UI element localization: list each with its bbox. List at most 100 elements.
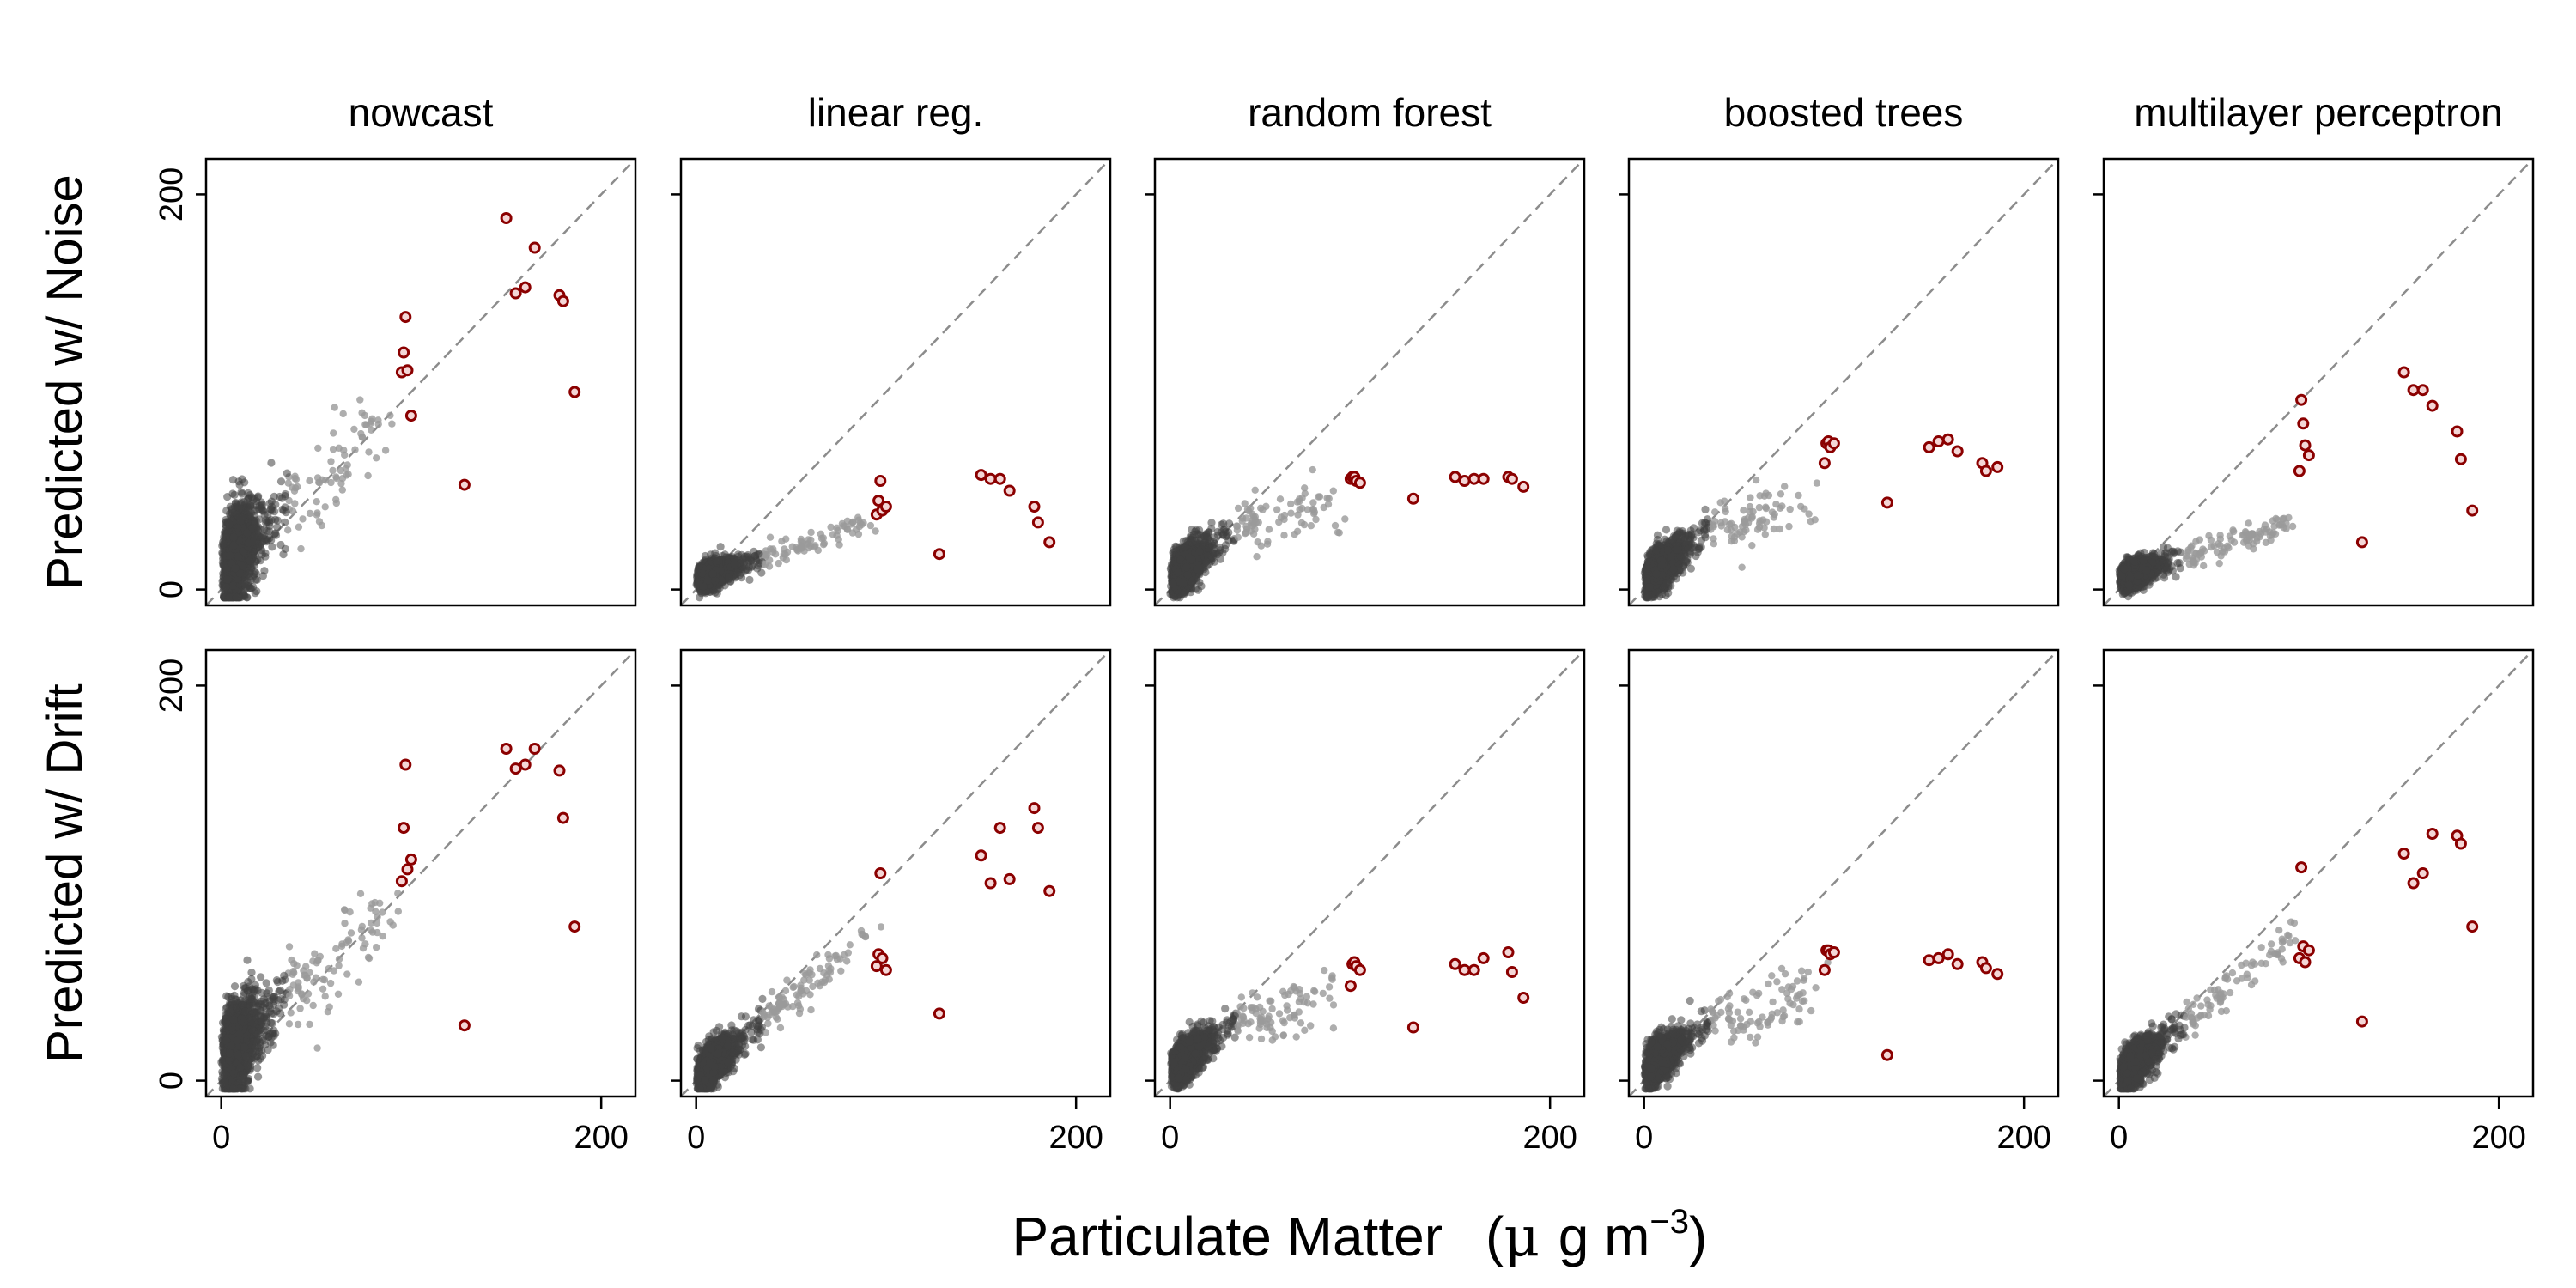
bulk-point [338, 486, 346, 494]
bulk-point [1323, 494, 1331, 502]
bulk-point [364, 471, 372, 480]
bulk-point [1307, 522, 1315, 530]
highlight-points [395, 212, 581, 491]
bulk-point [239, 547, 247, 556]
bulk-point [817, 534, 826, 543]
bulk-point [716, 543, 725, 551]
bulk-point [1301, 489, 1309, 497]
bulk-point [237, 561, 246, 569]
highlight-point [879, 501, 892, 513]
bulk-point [373, 454, 380, 462]
bulk-point [314, 444, 322, 453]
bulk-point [755, 550, 763, 558]
bulk-point [386, 411, 394, 419]
highlight-point [1043, 536, 1056, 549]
bulk-point [283, 469, 291, 477]
bulk-point [225, 520, 234, 529]
bulk-point [761, 561, 769, 568]
highlight-point [398, 346, 410, 359]
bulk-point [835, 541, 843, 549]
bulk-point [242, 593, 251, 602]
highlight-point [401, 364, 414, 377]
bulk-point [329, 466, 337, 475]
bulk-point [1312, 515, 1320, 524]
bulk-point [234, 552, 242, 561]
bulk-point [315, 478, 324, 487]
bulk-point [294, 483, 301, 491]
bulk-point [252, 569, 260, 578]
bulk-point [265, 521, 274, 531]
bulk-point [223, 575, 232, 584]
bulk-point [231, 498, 240, 507]
highlight-point [1003, 484, 1016, 497]
highlight-point [872, 495, 885, 507]
bulk-point [695, 578, 703, 586]
bulk-point [228, 489, 237, 498]
bulk-point [261, 552, 270, 561]
bulk-point [340, 447, 348, 454]
column-title: nowcast [349, 90, 494, 135]
bulk-point [855, 523, 864, 531]
bulk-point [872, 527, 879, 535]
bulk-point [1233, 522, 1241, 530]
bulk-point [327, 478, 335, 487]
bulk-point [843, 526, 852, 533]
bulk-point [252, 575, 260, 584]
bulk-point [358, 409, 366, 416]
bulk-point [254, 526, 263, 535]
y-tick-label: 200 [154, 167, 190, 222]
column-title: linear reg. [808, 90, 984, 135]
bulk-point [231, 564, 240, 573]
bulk-point [337, 479, 345, 488]
bulk-point [778, 538, 786, 545]
bulk-points [1166, 465, 1349, 602]
bulk-point [232, 593, 240, 602]
bulk-point [356, 396, 364, 404]
bulk-point [1280, 532, 1288, 539]
bulk-point [233, 524, 242, 532]
bulk-point [381, 447, 390, 454]
bulk-point [848, 520, 855, 528]
bulk-point [245, 569, 253, 578]
bulk-point [331, 404, 338, 411]
bulk-point [714, 556, 723, 565]
bulk-point [374, 416, 382, 424]
bulk-point [267, 505, 276, 513]
highlight-point [556, 295, 569, 307]
highlight-point [404, 410, 417, 422]
bulk-point [1287, 509, 1295, 517]
bulk-point [766, 533, 775, 541]
highlight-point [500, 212, 513, 224]
bulk-point [236, 518, 245, 526]
bulk-point [306, 477, 313, 485]
bulk-point [711, 588, 720, 597]
bulk-point [339, 410, 347, 418]
bulk-point [365, 448, 373, 456]
highlight-point [984, 472, 997, 485]
bulk-point [284, 526, 292, 534]
bulk-point [711, 576, 720, 585]
bulk-point [279, 550, 288, 559]
bulk-point [1251, 486, 1259, 494]
bulk-point [246, 512, 254, 520]
bulk-point [219, 538, 228, 547]
bulk-point [1294, 511, 1302, 519]
bulk-point [281, 518, 289, 526]
bulk-point [295, 523, 303, 531]
highlight-point [1031, 516, 1044, 529]
bulk-point [258, 572, 267, 580]
bulk-point [351, 446, 359, 453]
bulk-point [807, 536, 815, 544]
bulk-point [228, 581, 238, 591]
bulk-point [866, 521, 875, 530]
bulk-point [254, 532, 263, 541]
bulk-point [235, 569, 244, 578]
bulk-point [1309, 506, 1316, 513]
bulk-point [1276, 495, 1285, 503]
bulk-point [313, 498, 320, 506]
bulk-point [222, 564, 231, 573]
bulk-point [814, 546, 822, 555]
bulk-point [762, 551, 770, 559]
bulk-point [807, 528, 815, 537]
